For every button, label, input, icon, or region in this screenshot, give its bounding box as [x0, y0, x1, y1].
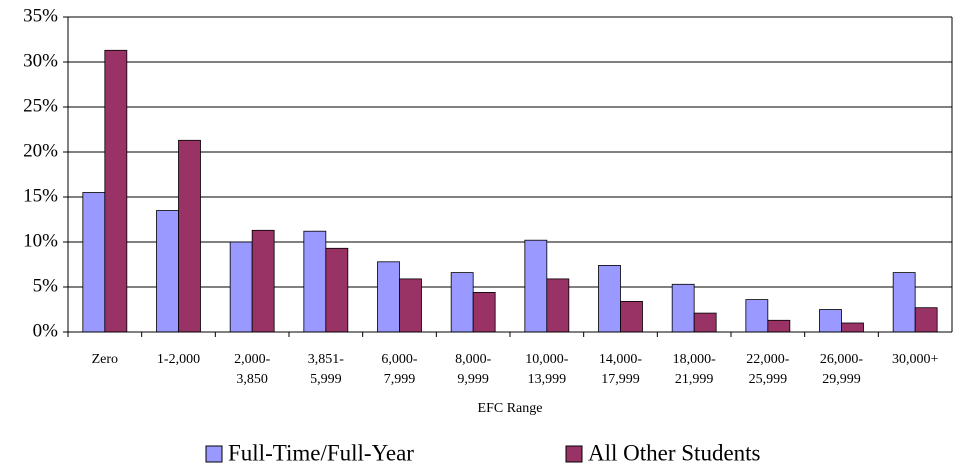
y-tick-label: 25%: [23, 95, 58, 116]
bar: [156, 210, 179, 333]
x-axis-label: EFC Range: [478, 401, 543, 416]
x-tick-label: 10,000-13,999: [525, 352, 569, 387]
x-tick-label: 30,000+: [892, 352, 939, 367]
y-tick-label: 30%: [23, 50, 58, 71]
y-tick-label: 15%: [23, 185, 58, 206]
legend-swatch: [565, 445, 583, 463]
bar: [450, 272, 474, 333]
y-tick-label: 5%: [33, 275, 59, 296]
bar: [841, 322, 864, 333]
x-tick-label: 6,000-7,999: [381, 352, 418, 387]
x-tick-label: 1-2,000: [157, 352, 200, 367]
x-tick-label: 14,000-17,999: [599, 352, 643, 387]
bar: [399, 278, 422, 333]
x-tick-label: 26,000-29,999: [820, 352, 864, 387]
x-tick-label: 8,000-9,999: [455, 352, 492, 387]
bar: [104, 49, 128, 333]
x-tick-label: Zero: [92, 352, 118, 367]
bar: [178, 139, 201, 333]
bar: [472, 291, 496, 333]
bar: [819, 309, 842, 333]
x-tick-label: 18,000-21,999: [673, 352, 717, 387]
legend-label: Full-Time/Full-Year: [228, 440, 414, 465]
y-tick-label: 35%: [23, 5, 58, 26]
bar: [303, 230, 327, 333]
bar: [325, 247, 349, 333]
bar: [229, 241, 253, 333]
bar: [745, 299, 769, 333]
x-tick-label: 2,000-3,850: [234, 352, 271, 387]
bar: [620, 300, 643, 333]
x-tick-label: 3,851-5,999: [308, 352, 345, 387]
bar: [82, 192, 106, 333]
bar: [914, 307, 938, 333]
y-tick-label: 20%: [23, 140, 58, 161]
bar: [671, 283, 695, 333]
x-tick-label: 22,000-25,999: [746, 352, 790, 387]
y-tick-label: 10%: [23, 230, 58, 251]
legend-swatch: [205, 445, 223, 463]
bar: [524, 239, 548, 333]
y-tick-label: 0%: [33, 320, 59, 341]
bar: [892, 272, 916, 333]
bar: [251, 229, 275, 333]
bar: [377, 261, 400, 333]
bar: [693, 312, 717, 333]
legend-label: All Other Students: [588, 440, 761, 465]
bar: [546, 278, 570, 333]
bar: [598, 264, 621, 333]
bar: [767, 319, 791, 333]
